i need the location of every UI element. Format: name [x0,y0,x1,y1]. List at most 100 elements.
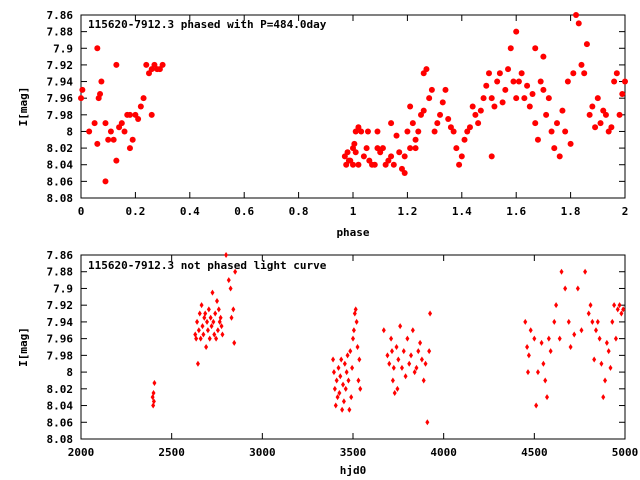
data-point [331,369,336,376]
data-point [543,111,550,118]
data-point [118,120,125,127]
data-point [583,41,590,48]
data-point [336,364,341,371]
data-point [78,95,84,102]
y-tick-label: 7.98 [47,349,74,362]
data-point [151,402,156,409]
data-point [613,70,620,77]
data-point [135,115,142,122]
data-point [491,103,498,110]
data-point [480,95,487,102]
data-point [535,369,540,376]
data-point [554,120,560,127]
x-axis-label: hjd0 [340,464,367,477]
data-point [232,339,237,346]
data-point [86,128,93,135]
data-point [204,344,209,350]
data-point [564,78,571,85]
y-axis-label: I[mag] [17,327,30,367]
data-point [206,306,211,313]
y-tick-label: 7.96 [47,92,74,105]
data-point [213,310,218,317]
data-point [469,103,476,110]
data-point [360,153,367,160]
data-point [570,70,577,77]
data-point [521,95,528,102]
data-point [407,103,414,110]
data-point [405,335,410,342]
data-point [389,335,394,342]
data-point [486,70,492,77]
data-point [431,128,438,135]
data-point [425,419,430,426]
data-point [589,103,596,110]
data-point [525,344,530,350]
data-point [233,268,238,275]
data-point [335,394,340,401]
data-point [210,289,215,296]
data-point [494,78,501,85]
data-point [407,360,412,367]
data-point [515,78,522,85]
data-point [195,360,200,367]
data-point [568,344,573,350]
data-point [401,153,408,160]
x-tick-label: 0.6 [234,205,254,218]
data-point [594,95,601,102]
data-point [562,128,569,135]
y-tick-label: 8.06 [47,175,74,188]
data-point [224,252,229,258]
data-point [621,306,626,313]
data-point [226,277,231,284]
data-point [91,120,98,127]
data-point [196,327,201,334]
y-tick-label: 7.86 [47,9,74,22]
y-tick-label: 8.06 [47,416,74,429]
data-point [381,327,386,334]
data-point [428,86,435,93]
data-point [526,352,531,359]
y-tick-label: 8 [66,366,73,379]
y-tick-label: 8.04 [47,159,74,172]
data-point [395,385,400,392]
data-point [566,318,571,325]
x-tick-label: 0.2 [125,205,145,218]
data-point [603,377,608,384]
data-point [404,128,411,135]
data-point [195,318,200,325]
x-tick-label: 2 [622,205,629,218]
data-point [458,153,465,160]
data-point [215,327,220,334]
data-point [358,385,363,392]
data-point [358,128,365,135]
y-axis-label: I[mag] [17,87,30,127]
data-point [159,61,166,68]
data-point [349,394,354,401]
data-point [110,136,117,143]
data-point [610,318,615,325]
data-point [593,327,598,334]
data-point [540,53,547,60]
plot-title: 115620-7912.3 not phased light curve [88,259,327,272]
data-point [102,178,109,185]
data-point [437,111,444,118]
y-tick-label: 7.9 [53,42,73,55]
data-point [214,335,219,342]
data-point [611,78,618,85]
data-point [148,111,155,118]
data-point [331,356,336,363]
phased-light-curve-plot: 7.86 7.88 7.9 7.92 7.94 7.96 7.98 8 8.02 8.04 8.06… [17,9,628,239]
y-tick-label: 7.86 [47,249,74,262]
plot-title: 115620-7912.3 phased with P=484.0day [88,18,327,31]
unphased-light-curve-plot: 7.86 7.88 7.9 7.92 7.94 7.96 7.98 8 8.02 8.04 8.06… [17,249,638,477]
data-point [529,91,536,98]
data-point [602,111,609,118]
data-point [107,128,114,135]
data-point [414,364,419,371]
data-point [151,398,156,405]
data-point [572,331,577,338]
data-point [532,45,539,52]
data-point [137,103,144,110]
data-point [374,128,381,135]
